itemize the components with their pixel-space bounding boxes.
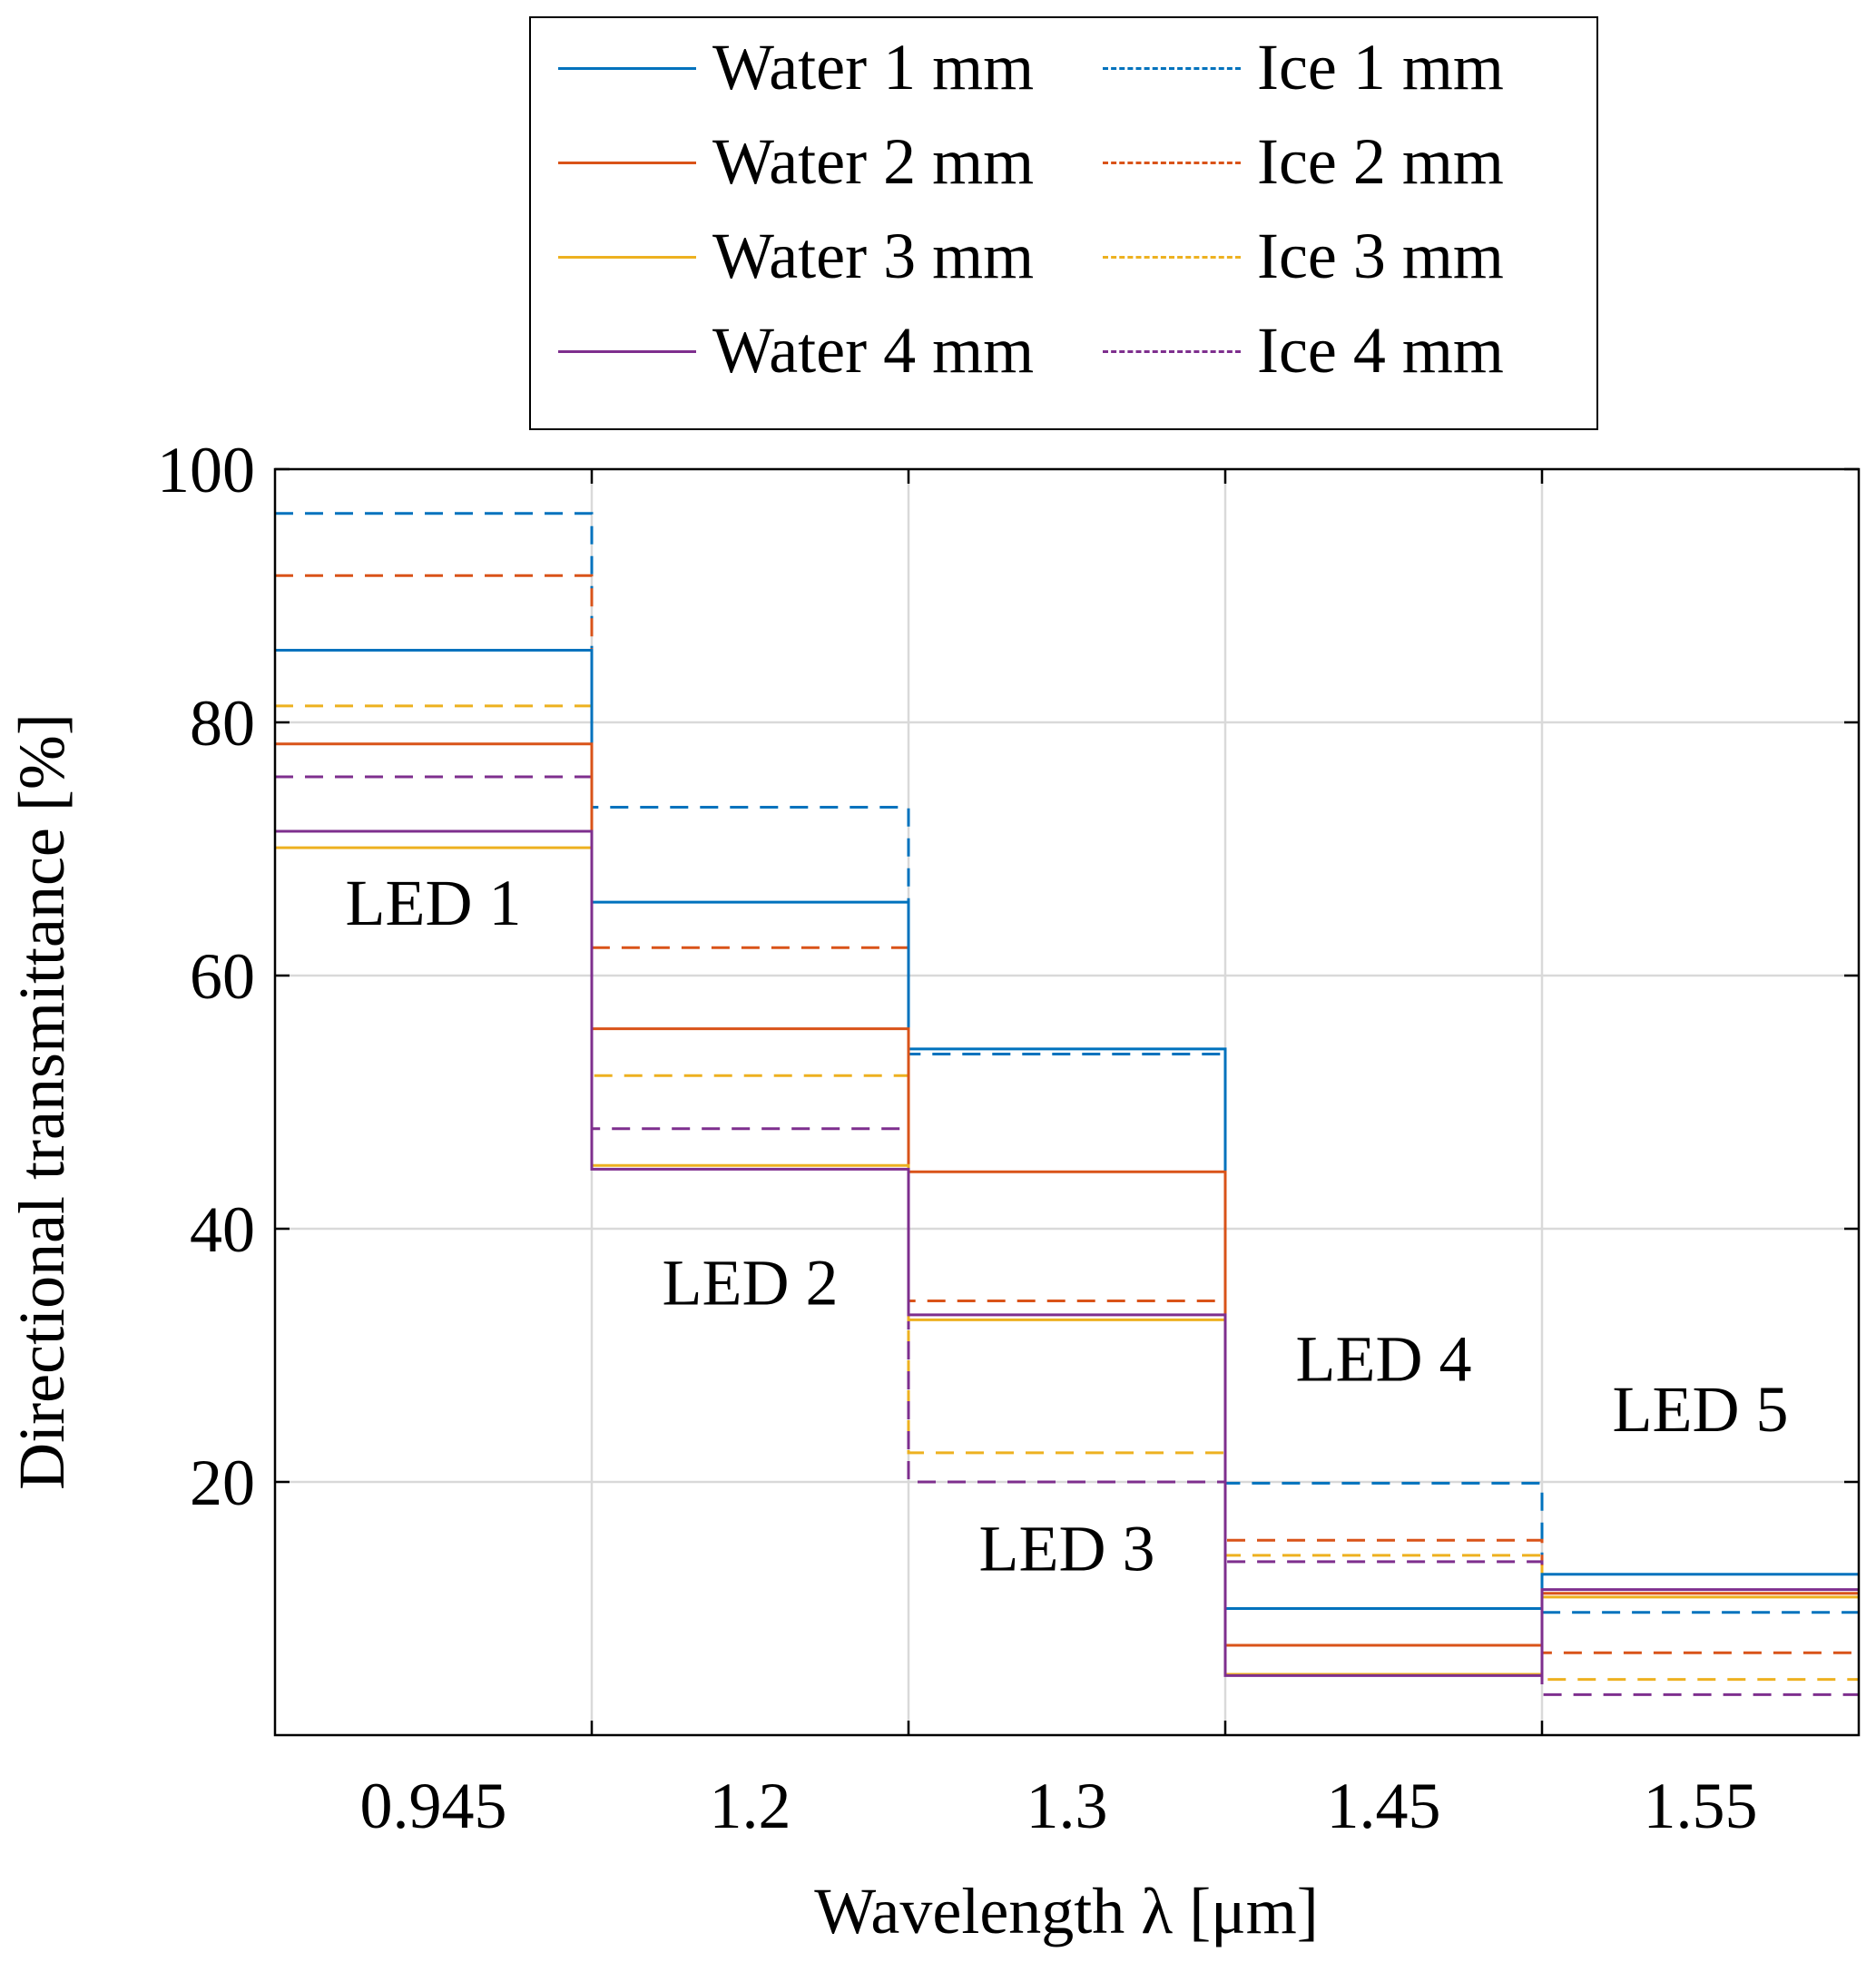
legend-label: Water 3 mm [712,220,1035,292]
legend-label: Ice 2 mm [1257,125,1504,198]
series-line-ice-1-mm [275,512,1859,1614]
annotation-label: LED 2 [663,1247,839,1319]
legend-swatch [558,67,696,70]
series-line-ice-3-mm [275,704,1859,1682]
y-tick-label: 60 [190,940,255,1013]
series-line-water-4-mm [275,829,1859,1677]
annotation-label: LED 5 [1613,1373,1789,1446]
legend-label: Water 2 mm [712,125,1035,198]
annotation-layer: LED 1 LED 2 LED 3 LED 4 LED 5 [346,867,1789,1584]
legend-label: Water 1 mm [712,31,1035,103]
legend-swatch [1103,162,1241,164]
y-tick-label: 100 [157,434,255,506]
legend-label: Water 4 mm [712,314,1035,387]
x-tick-label: 1.45 [1327,1770,1441,1842]
series-layer [275,512,1859,1696]
annotation-label: LED 3 [979,1513,1155,1585]
legend-swatch [558,162,696,164]
legend-label: Ice 3 mm [1257,220,1504,292]
legend-swatch [1103,350,1241,353]
annotation-label: LED 1 [346,867,522,939]
x-tick-label: 0.945 [360,1770,507,1842]
x-tick-label: 1.2 [710,1770,791,1842]
legend-swatch [1103,256,1241,259]
legend-label: Ice 4 mm [1257,314,1504,387]
series-line-ice-2-mm [275,574,1859,1654]
series-line-water-1-mm [275,649,1859,1610]
y-tick-label: 40 [190,1193,255,1266]
legend-swatch [558,256,696,259]
x-axis-label: Wavelength λ [μm] [814,1875,1319,1947]
legend: Water 1 mm Water 2 mm Water 3 mm Water 4… [529,16,1598,430]
legend-swatch [1103,67,1241,70]
annotation-label: LED 4 [1296,1322,1472,1395]
legend-label: Ice 1 mm [1257,31,1504,103]
x-tick-label: 1.3 [1026,1770,1108,1842]
x-tick-label: 1.55 [1644,1770,1758,1842]
tick-layer: 20 40 60 80 100 0.945 1.2 1.3 1.45 1.55 [157,434,1859,1842]
legend-swatch [558,350,696,353]
y-tick-label: 80 [190,687,255,760]
plot-area-frame [273,467,1861,1737]
y-axis-label: Directional transmittance [%] [5,713,78,1490]
y-tick-label: 20 [190,1447,255,1519]
